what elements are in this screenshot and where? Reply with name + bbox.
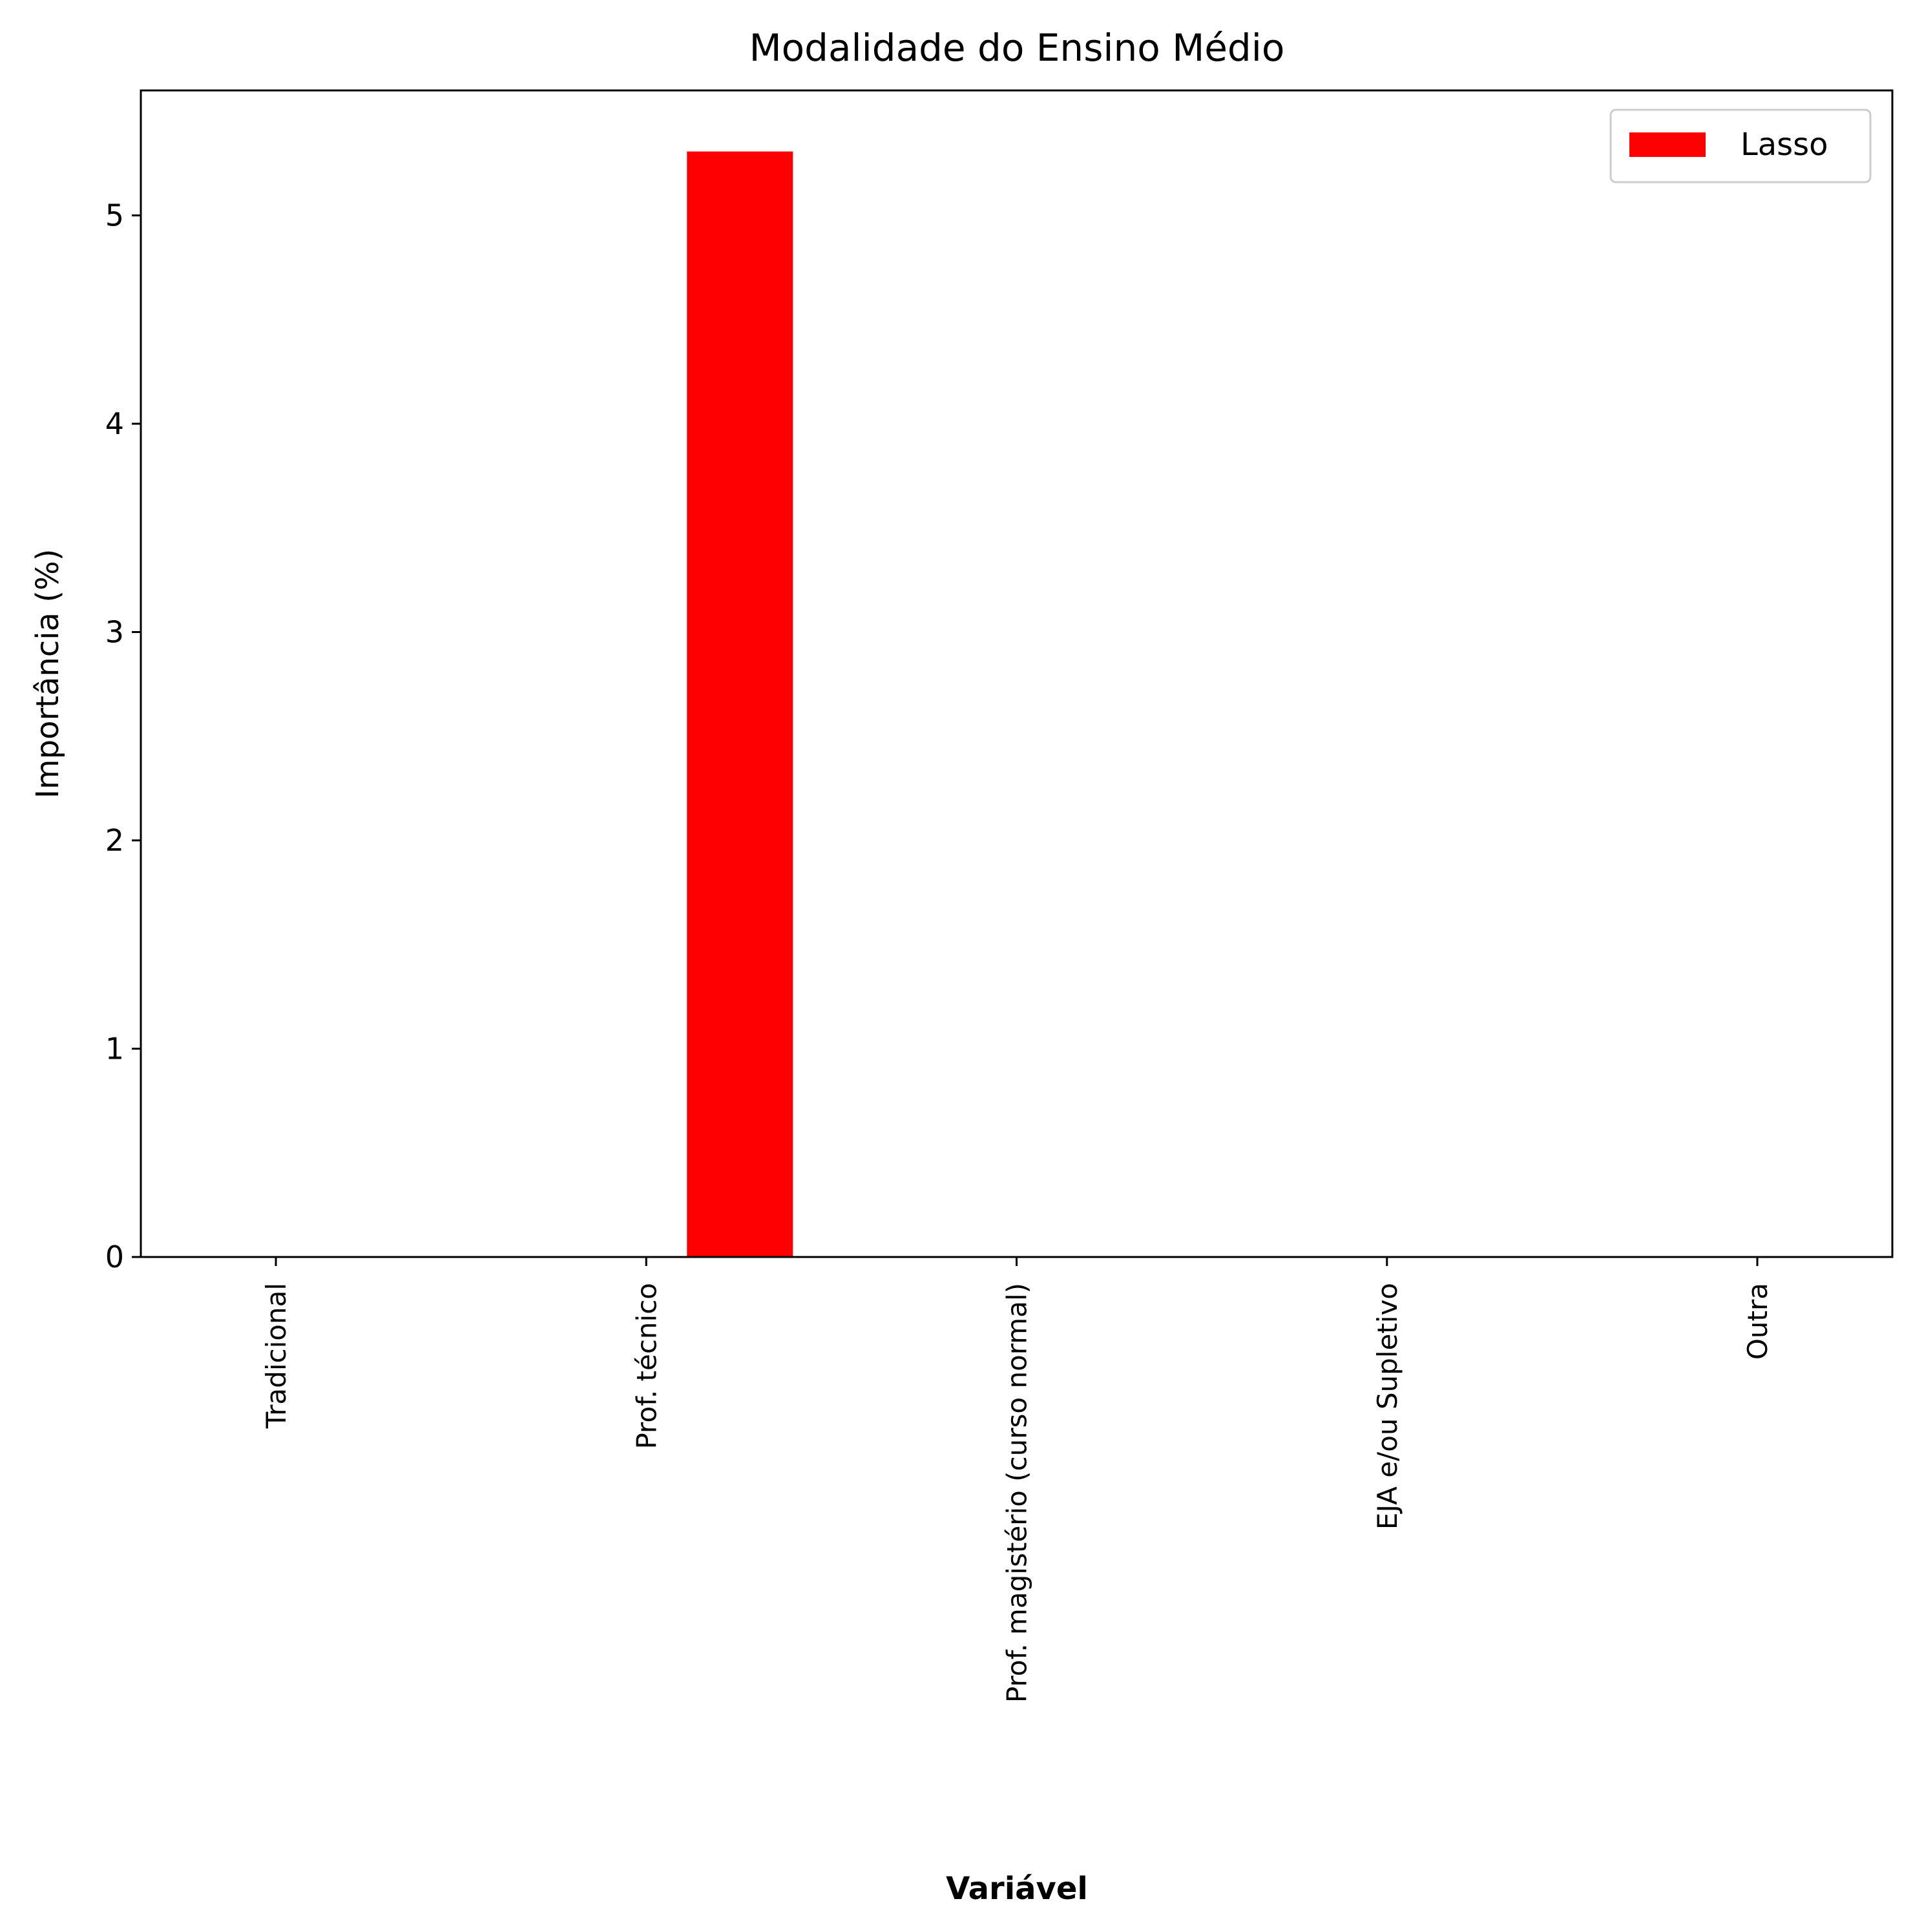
bars-layer xyxy=(685,150,795,1258)
bar-1 xyxy=(685,150,795,1258)
x-tick-label-1: Prof. técnico xyxy=(631,1283,662,1449)
x-axis-label: Variável xyxy=(946,1871,1088,1907)
x-tick-label-2: Prof. magistério (curso normal) xyxy=(1001,1283,1033,1703)
x-tick-label-4: Outra xyxy=(1742,1283,1773,1360)
legend: Lasso xyxy=(1609,109,1872,183)
legend-frame xyxy=(1609,109,1872,183)
x-axis-ticks: Tradicional Prof. técnico Prof. magistério… xyxy=(260,1257,1773,1703)
legend-label-lasso: Lasso xyxy=(1741,127,1828,163)
y-tick-label-0: 0 xyxy=(105,1240,124,1274)
y-tick-label-1: 1 xyxy=(105,1032,124,1066)
y-axis-label: Importância (%) xyxy=(30,549,66,799)
x-tick-label-0: Tradicional xyxy=(260,1283,292,1429)
chart-title: Modalidade do Ensino Médio xyxy=(749,26,1285,70)
y-tick-label-4: 4 xyxy=(105,406,124,441)
y-tick-label-5: 5 xyxy=(105,198,124,233)
y-tick-label-2: 2 xyxy=(105,823,124,858)
x-tick-label-3: EJA e/ou Supletivo xyxy=(1372,1283,1403,1530)
y-axis-ticks: 0 1 2 3 4 5 xyxy=(105,198,141,1274)
legend-swatch xyxy=(1629,132,1706,157)
y-tick-label-3: 3 xyxy=(105,615,124,650)
plot-frame xyxy=(140,89,1894,1258)
